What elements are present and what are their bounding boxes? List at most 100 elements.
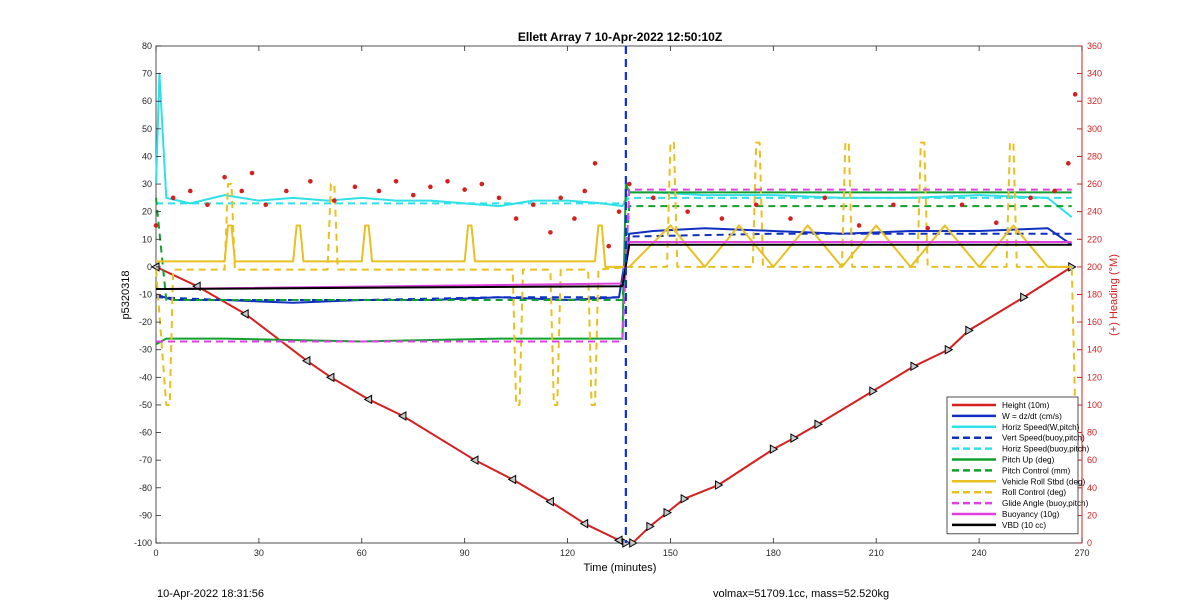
- heading-point: [249, 170, 255, 176]
- legend-label: Pitch Up (deg): [1002, 456, 1055, 465]
- height-marker: [301, 355, 311, 366]
- y-tick-label: -20: [139, 317, 152, 327]
- x-tick-label: 240: [972, 548, 987, 558]
- x-tick-label: 30: [254, 548, 264, 558]
- heading-point: [496, 195, 502, 201]
- legend-label: Horiz Speed(buoy,pitch): [1002, 445, 1089, 454]
- heading-point: [753, 202, 759, 208]
- legend-label: Vert Speed(buoy,pitch): [1002, 434, 1085, 443]
- heading-point: [1072, 92, 1078, 97]
- heading-point: [205, 202, 210, 208]
- x-tick-label: 210: [869, 548, 884, 558]
- heading-point: [685, 209, 690, 214]
- y-tick-label: -50: [139, 400, 152, 410]
- legend: Height (10m) W = dz/dt (cm/s) Horiz Speed(…: [946, 396, 1089, 535]
- y2-tick-label: 40: [1087, 483, 1097, 493]
- height-marker: [469, 455, 479, 466]
- heading-point: [592, 161, 598, 166]
- height-marker: [814, 419, 823, 430]
- x-tick-label: 0: [153, 548, 158, 558]
- series-heading: [153, 92, 1078, 249]
- legend-label: Height (10m): [1002, 401, 1050, 410]
- heading-point: [462, 187, 467, 192]
- x-tick-label: 120: [560, 548, 575, 558]
- y-tick-label: -40: [139, 372, 152, 382]
- y-tick-label: 80: [142, 41, 152, 51]
- heading-point: [445, 178, 450, 184]
- height-marker: [363, 394, 373, 405]
- heading-point: [1065, 161, 1071, 166]
- heading-point: [170, 195, 176, 201]
- heading-point: [479, 181, 485, 187]
- y-tick-label: 30: [142, 179, 152, 189]
- height-marker: [240, 308, 249, 319]
- height-marker: [944, 344, 954, 355]
- y2-tick-label: 140: [1087, 345, 1102, 355]
- height-marker: [325, 372, 335, 383]
- heading-point: [284, 188, 289, 194]
- heading-point: [513, 216, 519, 221]
- y-tick-label: -80: [139, 483, 152, 493]
- chart-title: Ellett Array 7 10-Apr-2022 12:50:10Z: [518, 30, 722, 44]
- height-marker: [1020, 292, 1029, 303]
- height-marker: [869, 386, 878, 397]
- y-tick-label: -100: [134, 538, 152, 548]
- heading-point: [993, 220, 999, 226]
- y-tick-label: 70: [142, 69, 152, 79]
- height-marker: [790, 433, 799, 443]
- y-tick-label: 0: [147, 262, 152, 272]
- y2-tick-label: 60: [1087, 455, 1097, 465]
- heading-point: [891, 202, 896, 208]
- y2-tick-label: 20: [1087, 510, 1097, 520]
- y2-axis-label: (+) Heading (°M): [1108, 254, 1120, 336]
- height-marker: [507, 474, 517, 485]
- height-marker: [910, 361, 919, 372]
- y2-tick-label: 260: [1087, 179, 1102, 189]
- y2-tick-label: 320: [1087, 96, 1102, 106]
- heading-point: [856, 223, 862, 228]
- heading-point: [352, 184, 358, 190]
- heading-point: [308, 178, 313, 184]
- heading-point: [393, 178, 399, 184]
- x-axis-label: Time (minutes): [584, 562, 657, 574]
- y-tick-label: -60: [139, 428, 152, 438]
- y-tick-label: -10: [139, 290, 152, 300]
- heading-point: [582, 188, 588, 194]
- heading-point: [263, 202, 269, 208]
- legend-label: Horiz Speed(W,pitch): [1002, 423, 1080, 432]
- height-marker: [579, 518, 589, 529]
- series-line-5: [155, 183, 1072, 346]
- series-line-9: [156, 188, 1072, 343]
- y2-tick-label: 80: [1087, 428, 1097, 438]
- heading-point: [558, 195, 563, 201]
- footer-timestamp: 10-Apr-2022 18:31:56: [157, 588, 265, 600]
- heading-point: [332, 198, 337, 203]
- heading-point: [959, 202, 965, 208]
- height-marker: [965, 325, 974, 336]
- height-marker: [714, 480, 724, 490]
- legend-label: Buoyancy (10g): [1002, 510, 1060, 519]
- y-tick-label: -30: [139, 345, 152, 355]
- heading-point: [376, 188, 382, 194]
- legend-label: VBD (10 cc): [1002, 521, 1046, 530]
- height-marker: [613, 535, 623, 546]
- legend-label: W = dz/dt (cm/s): [1002, 412, 1062, 421]
- heading-point: [788, 216, 793, 221]
- height-marker: [663, 507, 673, 518]
- legend-label: Pitch Control (mm): [1002, 466, 1071, 475]
- series-line-6: [155, 197, 1072, 302]
- x-tick-label: 270: [1074, 548, 1089, 558]
- heading-point: [606, 243, 612, 249]
- series-line-4: [156, 196, 1072, 205]
- series-line-7: [156, 224, 1072, 268]
- y-tick-label: 10: [142, 234, 152, 244]
- height-marker: [646, 521, 655, 532]
- mission-chart: Ellett Array 7 10-Apr-2022 12:50:10Z 80 7…: [120, 30, 1120, 574]
- y2-tick-label: 120: [1087, 372, 1102, 382]
- heading-point: [222, 174, 227, 180]
- y2-tick-label: 340: [1087, 69, 1102, 79]
- y-tick-label: 50: [142, 124, 152, 134]
- heading-point: [616, 209, 622, 214]
- series-line-11: [156, 243, 1072, 290]
- y-axis-label: p5320318: [120, 271, 132, 320]
